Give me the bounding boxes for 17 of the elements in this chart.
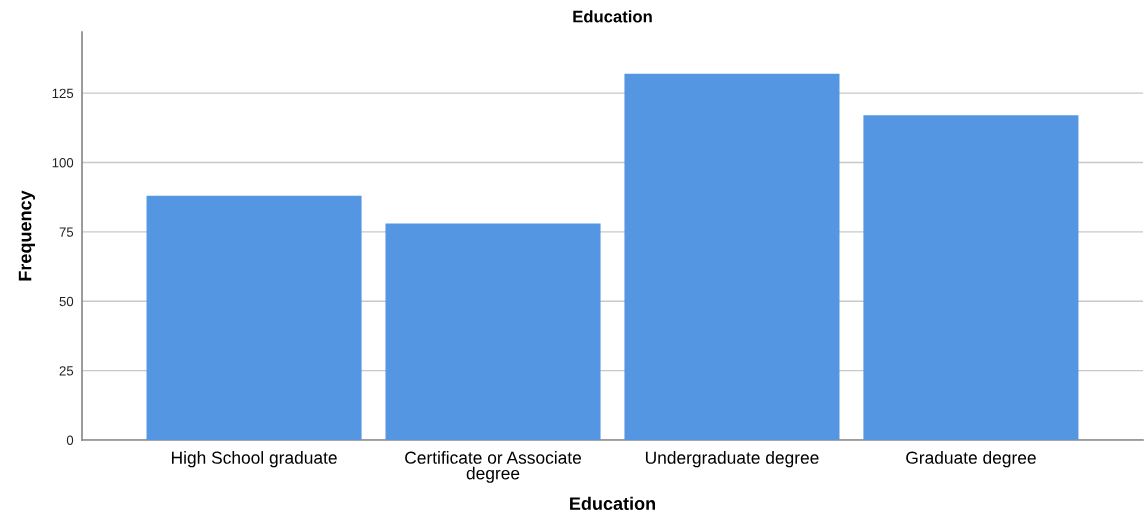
x-tick-label: High School graduate <box>172 451 337 468</box>
bar <box>146 195 362 440</box>
y-tick-label: 0 <box>66 435 74 445</box>
y-tick-label: 125 <box>52 88 74 99</box>
y-axis-title: Frequency <box>18 190 35 281</box>
chart-title: Education <box>573 10 652 23</box>
x-tick-label: Undergraduate degree <box>645 451 819 468</box>
x-tick-label: Certificate or Associate degree <box>405 451 582 483</box>
bar <box>624 73 840 440</box>
y-tick-label: 25 <box>59 366 74 376</box>
y-tick-label: 50 <box>59 296 74 307</box>
y-tick-label: 100 <box>52 158 74 168</box>
bar <box>863 115 1079 440</box>
bar <box>385 223 601 440</box>
y-tick-label: 75 <box>59 227 74 237</box>
x-axis-title: Education <box>570 496 656 510</box>
x-tick-label: Graduate degree <box>906 451 1036 468</box>
